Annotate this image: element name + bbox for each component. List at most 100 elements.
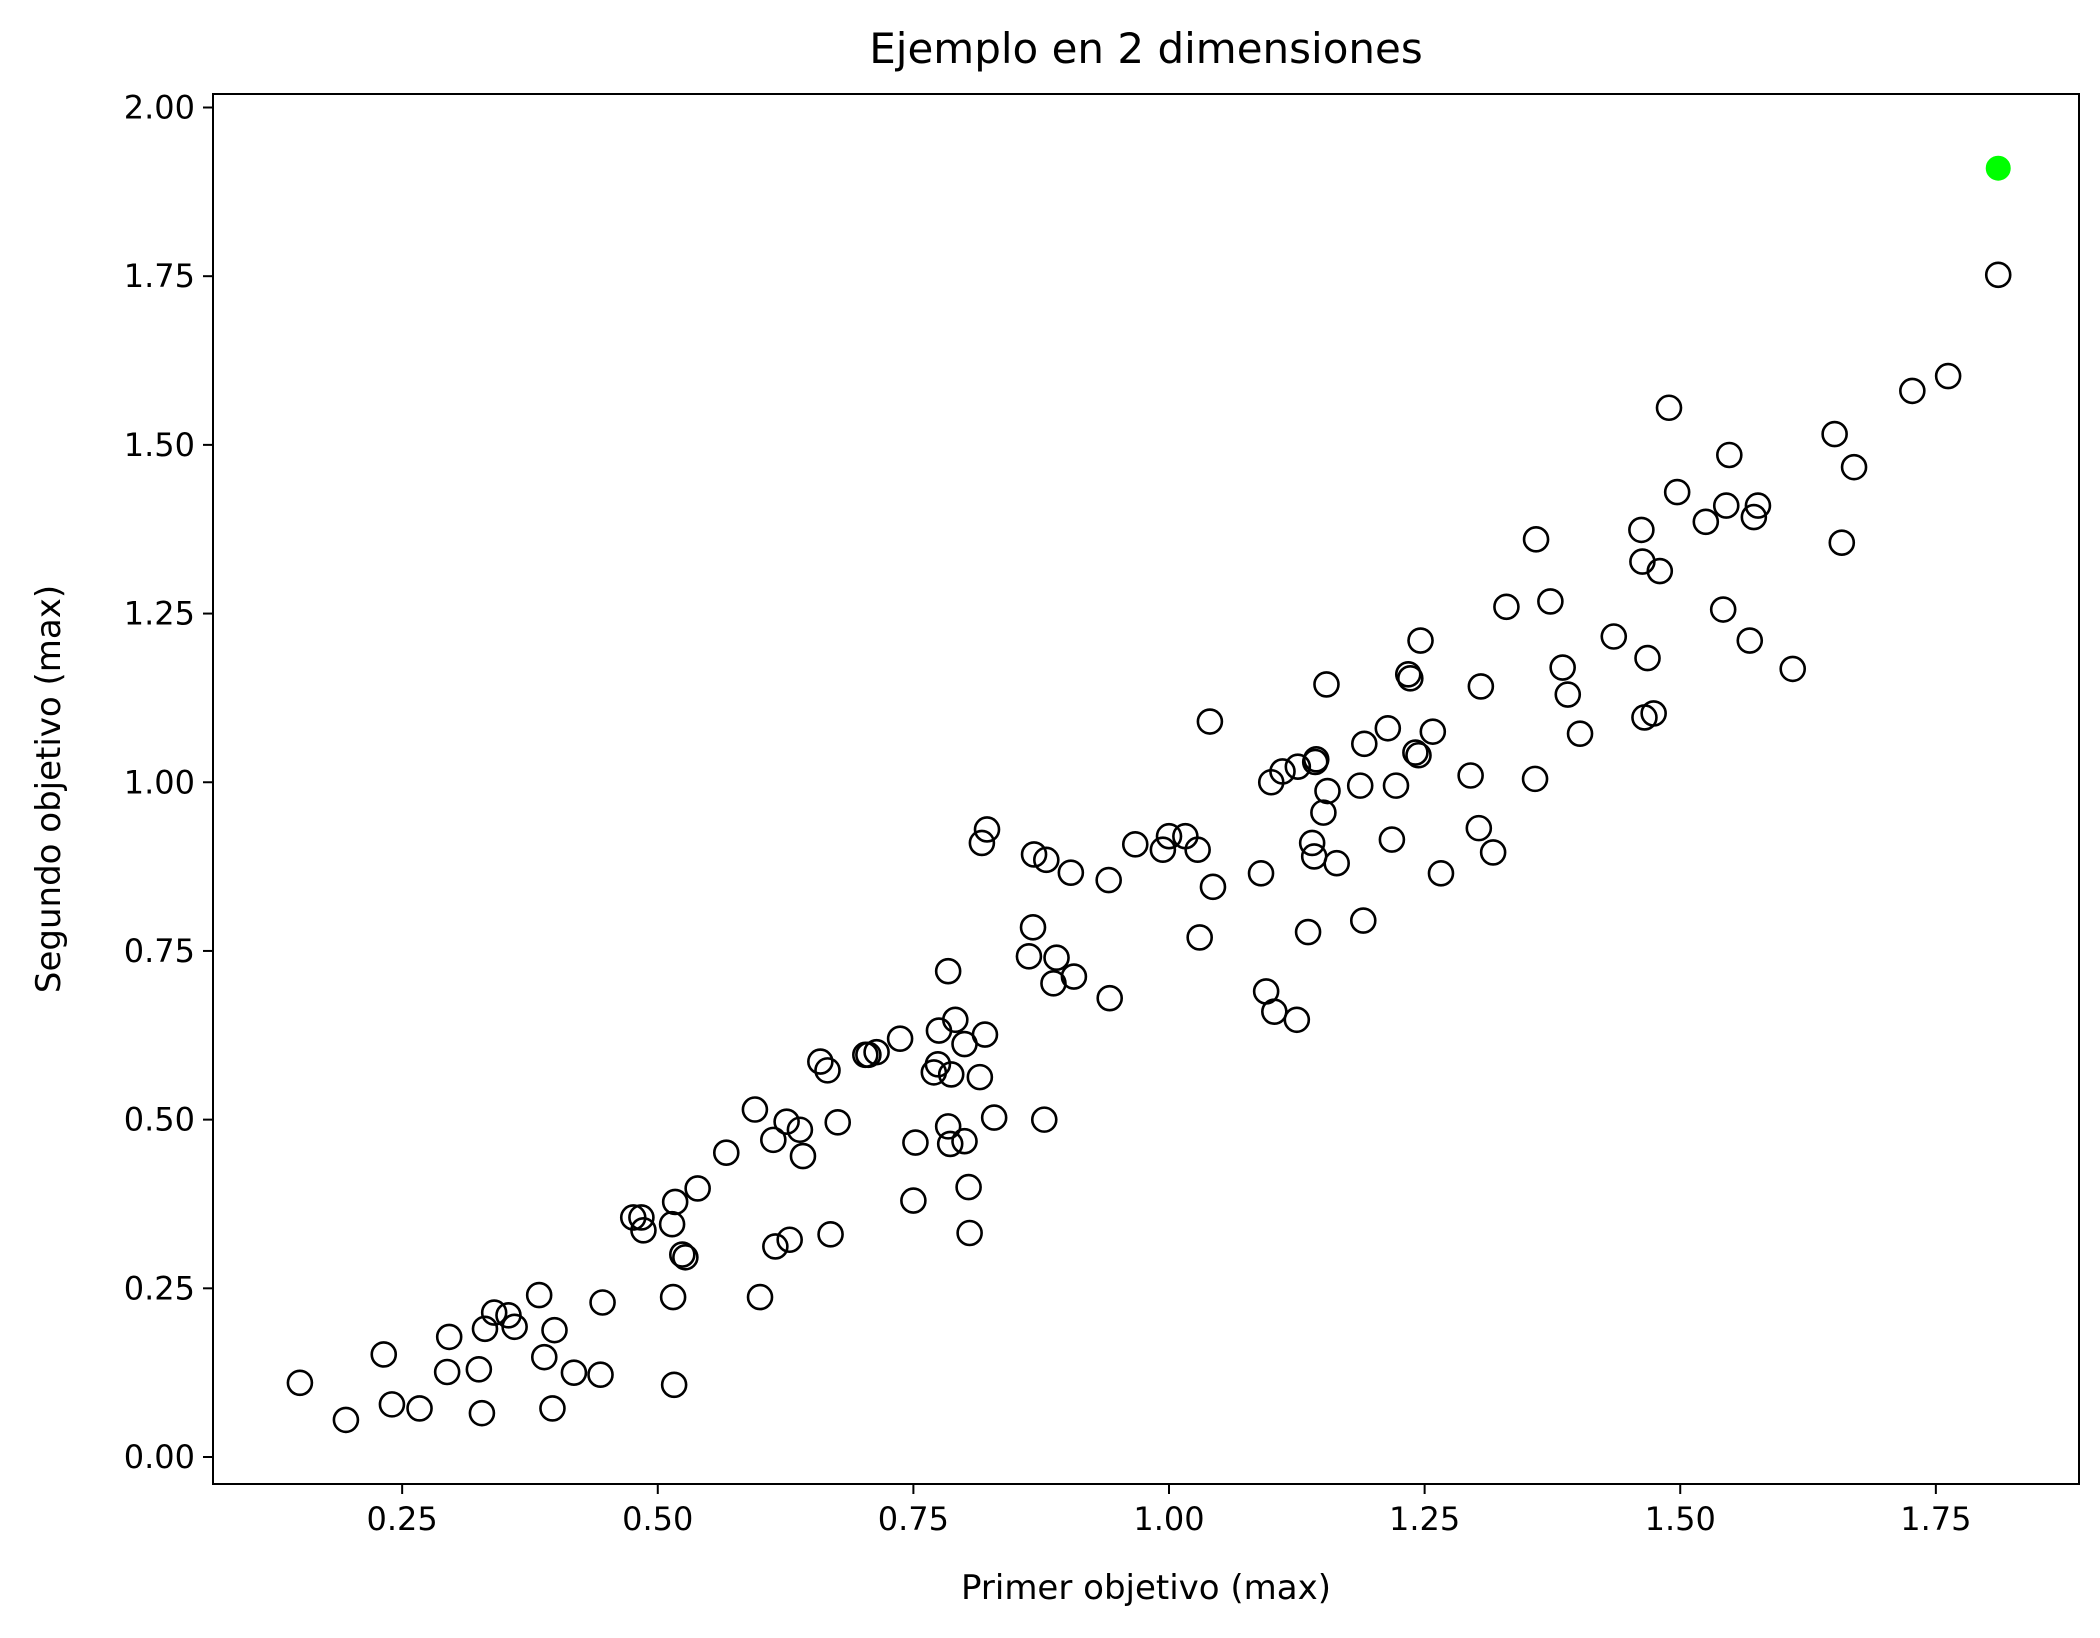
data-point	[1149, 836, 1177, 864]
data-point	[501, 1313, 528, 1341]
data-point	[1298, 829, 1326, 857]
data-point	[1640, 700, 1667, 727]
data-point	[1479, 839, 1507, 866]
data-point	[786, 1116, 814, 1144]
data-point	[1374, 714, 1402, 742]
data-point	[1828, 529, 1856, 557]
data-point	[1712, 492, 1740, 519]
data-point	[937, 1061, 965, 1088]
data-point	[1155, 822, 1183, 850]
data-point	[1899, 377, 1926, 405]
data-point	[433, 1358, 461, 1386]
data-point	[1634, 644, 1661, 672]
data-point	[1537, 588, 1564, 615]
data-point	[760, 1126, 787, 1154]
data-point	[1196, 708, 1224, 735]
y-axis-label: Segundo objetivo (max)	[29, 585, 69, 993]
data-point	[1740, 503, 1768, 531]
data-point	[814, 1057, 841, 1084]
data-point	[1310, 799, 1337, 826]
data-point	[1346, 772, 1374, 799]
x-tick-label: 1.50	[1645, 1500, 1716, 1538]
data-point	[672, 1243, 699, 1271]
data-point	[1294, 918, 1322, 946]
data-point	[1349, 907, 1377, 934]
data-point	[902, 1129, 929, 1156]
data-point	[1350, 730, 1378, 758]
data-point	[332, 1406, 360, 1434]
data-point	[741, 1096, 769, 1123]
y-tick-label: 0.50	[124, 1101, 195, 1139]
data-point	[539, 1395, 566, 1422]
data-point	[1628, 516, 1655, 544]
data-point	[1549, 654, 1576, 681]
data-point	[660, 1371, 688, 1399]
data-point	[587, 1361, 614, 1388]
data-point	[886, 1025, 914, 1052]
data-point	[465, 1355, 493, 1383]
data-point	[1269, 758, 1296, 785]
data-point	[955, 1173, 982, 1201]
data-point	[1402, 739, 1429, 766]
data-point	[530, 1343, 558, 1371]
data-point	[789, 1142, 817, 1170]
data-point	[435, 1323, 463, 1351]
data-point	[1095, 866, 1122, 894]
data-point	[1744, 492, 1772, 519]
data-point	[900, 1187, 927, 1214]
data-point	[1186, 924, 1213, 951]
data-point	[378, 1391, 406, 1418]
data-point	[824, 1109, 852, 1136]
data-point	[1121, 831, 1149, 858]
data-point	[286, 1369, 314, 1397]
data-point	[1057, 859, 1085, 886]
data-point	[1030, 1106, 1058, 1133]
data-point	[1314, 777, 1341, 805]
data-point	[1736, 627, 1764, 654]
data-point	[776, 1226, 803, 1254]
data-point	[1247, 860, 1275, 887]
data-point	[936, 1130, 964, 1158]
data-point	[1522, 526, 1550, 553]
data-point	[1060, 963, 1088, 990]
data-point	[471, 1315, 499, 1343]
data-point	[480, 1299, 508, 1326]
y-tick-label: 0.75	[124, 932, 195, 970]
data-point	[1663, 478, 1691, 506]
data-point	[628, 1204, 655, 1231]
data-point	[980, 1104, 1008, 1131]
x-tick-label: 0.75	[878, 1500, 949, 1538]
y-tick-label: 0.25	[124, 1269, 195, 1307]
data-point	[1397, 665, 1424, 692]
data-point	[1302, 746, 1330, 773]
data-point	[971, 1021, 999, 1048]
data-point	[684, 1175, 711, 1202]
data-point	[1716, 441, 1743, 469]
data-point	[942, 1006, 969, 1034]
x-axis-ticks: 0.25 0.50 0.75 1.00 1.25 1.50 1.75	[367, 1484, 1971, 1538]
x-tick-label: 1.75	[1900, 1500, 1971, 1538]
data-point	[669, 1241, 696, 1268]
data-point	[1405, 741, 1432, 769]
y-tick-label: 1.50	[124, 426, 195, 464]
data-point	[1019, 914, 1047, 941]
y-tick-label: 2.00	[124, 88, 195, 126]
data-point	[863, 1038, 890, 1066]
data-point	[1096, 984, 1124, 1012]
data-point	[1779, 655, 1807, 683]
data-point	[1407, 627, 1434, 654]
data-point	[1646, 557, 1674, 585]
x-tick-label: 1.00	[1133, 1500, 1204, 1538]
data-point	[1840, 453, 1868, 481]
data-point	[541, 1316, 568, 1344]
data-point	[968, 829, 996, 857]
data-point	[817, 1221, 844, 1248]
data-point	[1283, 1006, 1311, 1034]
data-point	[1554, 681, 1582, 708]
data-point	[1015, 943, 1043, 970]
data-point	[1043, 944, 1070, 971]
data-point	[966, 1063, 994, 1091]
data-point	[658, 1210, 686, 1238]
data-point	[973, 816, 1001, 843]
